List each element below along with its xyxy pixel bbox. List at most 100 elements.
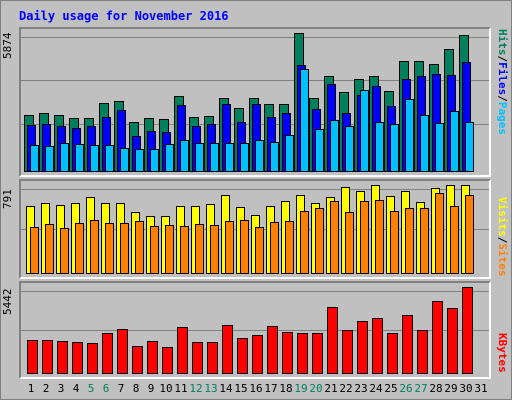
kbytes-bar-day-27 xyxy=(417,330,428,374)
pages-bar-day-23 xyxy=(360,90,369,172)
sites-bar-day-1 xyxy=(30,227,39,274)
sites-bar-day-7 xyxy=(120,223,129,274)
sites-bar-day-12 xyxy=(195,224,204,274)
x-tick-label-16: 16 xyxy=(249,382,263,395)
pages-bar-day-14 xyxy=(225,143,234,172)
kbytes-label: KBytes xyxy=(496,333,509,373)
x-tick-label-28: 28 xyxy=(429,382,443,395)
kbytes-bar-day-1 xyxy=(27,340,38,374)
pages-bar-day-19 xyxy=(300,69,309,172)
middle-chart xyxy=(21,185,489,274)
kbytes-bar-day-2 xyxy=(42,340,53,374)
sites-bar-day-16 xyxy=(255,227,264,274)
x-tick-label-6: 6 xyxy=(102,382,110,395)
pages-bar-day-10 xyxy=(165,144,174,172)
x-tick-label-14: 14 xyxy=(219,382,233,395)
x-tick-label-19: 19 xyxy=(294,382,308,395)
sites-bar-day-9 xyxy=(150,226,159,274)
kbytes-bar-day-19 xyxy=(297,333,308,374)
pages-bar-day-26 xyxy=(405,99,414,172)
sites-bar-day-25 xyxy=(390,211,399,274)
kbytes-bar-day-28 xyxy=(432,301,443,374)
bottom-panel xyxy=(19,281,491,379)
sites-bar-day-21 xyxy=(330,201,339,274)
pages-bar-day-27 xyxy=(420,115,429,172)
sites-bar-day-8 xyxy=(135,221,144,274)
pages-label: Pages xyxy=(496,101,509,135)
x-tick-label-9: 9 xyxy=(147,382,155,395)
sites-bar-day-13 xyxy=(210,225,219,274)
kbytes-bar-day-3 xyxy=(57,341,68,374)
kbytes-bar-day-22 xyxy=(342,330,353,374)
pages-bar-day-24 xyxy=(375,122,384,172)
files-label: Files xyxy=(496,62,509,96)
x-tick-label-10: 10 xyxy=(159,382,173,395)
pages-bar-day-3 xyxy=(60,143,69,172)
pages-bar-day-5 xyxy=(90,145,99,172)
pages-bar-day-9 xyxy=(150,149,159,172)
x-tick-label-4: 4 xyxy=(72,382,80,395)
middle-ymax-label: 791 xyxy=(1,189,14,209)
chart-title: Daily usage for November 2016 xyxy=(19,9,229,23)
sites-bar-day-27 xyxy=(420,208,429,274)
kbytes-bar-day-25 xyxy=(387,333,398,374)
kbytes-bar-day-13 xyxy=(207,342,218,374)
x-tick-label-17: 17 xyxy=(264,382,278,395)
pages-bar-day-28 xyxy=(435,123,444,172)
kbytes-bar-day-30 xyxy=(462,287,473,374)
kbytes-bar-day-18 xyxy=(282,332,293,374)
x-axis-labels: 1 2 3 4 5 6 7 8 9 10 11 12 13 14 15 16 17 18 19 20 21 22 23 24 2… xyxy=(21,382,489,396)
pages-bar-day-25 xyxy=(390,124,399,172)
pages-bar-day-7 xyxy=(120,148,129,172)
x-tick-label-26: 26 xyxy=(399,382,413,395)
kbytes-bar-day-26 xyxy=(402,315,413,374)
x-tick-label-23: 23 xyxy=(354,382,368,395)
middle-right-label: Visits/Sites xyxy=(496,197,509,277)
sites-bar-day-2 xyxy=(45,224,54,274)
pages-bar-day-1 xyxy=(30,145,39,172)
label-separator: / xyxy=(496,95,509,102)
kbytes-bar-day-6 xyxy=(102,333,113,374)
x-tick-label-8: 8 xyxy=(132,382,140,395)
sites-bar-day-5 xyxy=(90,220,99,274)
kbytes-bar-day-4 xyxy=(72,342,83,374)
kbytes-bar-day-16 xyxy=(252,335,263,374)
pages-bar-day-22 xyxy=(345,126,354,172)
visits-label: Visits xyxy=(496,197,509,237)
pages-bar-day-30 xyxy=(465,122,474,172)
sites-label: Sites xyxy=(496,243,509,277)
x-tick-label-7: 7 xyxy=(117,382,125,395)
bottom-right-label: KBytes xyxy=(496,333,509,373)
sites-bar-day-26 xyxy=(405,208,414,274)
kbytes-bar-day-8 xyxy=(132,346,143,374)
pages-bar-day-17 xyxy=(270,142,279,172)
x-tick-label-1: 1 xyxy=(27,382,35,395)
kbytes-bar-day-20 xyxy=(312,333,323,374)
pages-bar-day-2 xyxy=(45,146,54,172)
sites-bar-day-18 xyxy=(285,221,294,274)
sites-bar-day-4 xyxy=(75,223,84,274)
kbytes-bar-day-5 xyxy=(87,343,98,374)
pages-bar-day-11 xyxy=(180,140,189,172)
pages-bar-day-15 xyxy=(240,143,249,172)
top-right-label: Hits/Files/Pages xyxy=(496,29,509,135)
pages-bar-day-18 xyxy=(285,135,294,172)
x-tick-label-29: 29 xyxy=(444,382,458,395)
x-tick-label-18: 18 xyxy=(279,382,293,395)
sites-bar-day-29 xyxy=(450,206,459,274)
x-tick-label-2: 2 xyxy=(42,382,50,395)
sites-bar-day-11 xyxy=(180,226,189,274)
pages-bar-day-12 xyxy=(195,143,204,172)
x-tick-label-27: 27 xyxy=(414,382,428,395)
x-tick-label-13: 13 xyxy=(204,382,218,395)
x-tick-label-25: 25 xyxy=(384,382,398,395)
sites-bar-day-24 xyxy=(375,200,384,274)
kbytes-bar-day-17 xyxy=(267,326,278,374)
sites-bar-day-6 xyxy=(105,223,114,274)
pages-bar-day-29 xyxy=(450,111,459,172)
middle-panel xyxy=(19,179,491,279)
bottom-ymax-label: 5442 xyxy=(1,288,14,316)
kbytes-bar-day-12 xyxy=(192,342,203,374)
top-panel xyxy=(19,27,491,177)
